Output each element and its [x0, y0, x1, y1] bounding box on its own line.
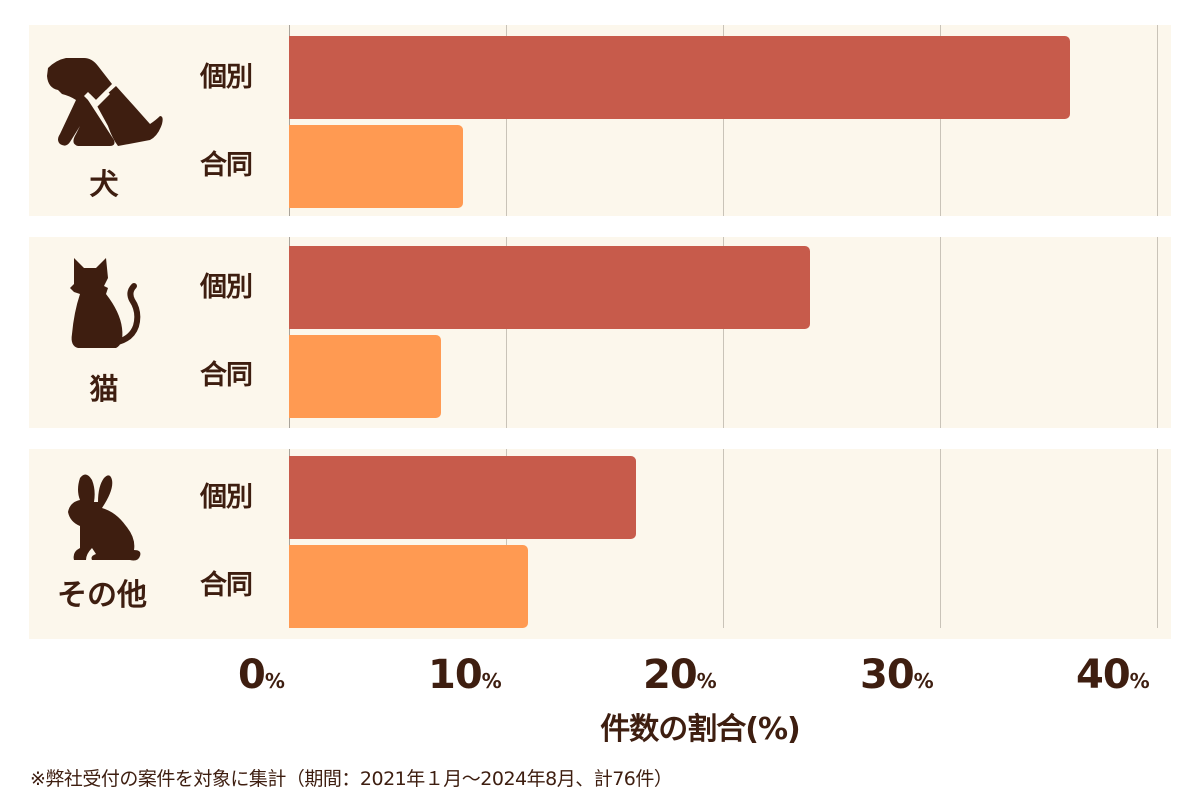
- tick-unit: %: [913, 669, 934, 693]
- x-tick-30: 30%: [860, 650, 934, 706]
- series-label-other-individual: 個別: [200, 482, 253, 513]
- x-tick-0: 0%: [238, 650, 285, 706]
- bar-other-individual: [289, 456, 637, 539]
- bar-dog-individual: [289, 36, 1071, 119]
- tick-number: 10: [428, 652, 483, 698]
- bar-cat-individual: [289, 246, 810, 329]
- cat-icon: [70, 258, 141, 348]
- dog-icon: [47, 58, 163, 146]
- series-label-cat-joint: 合同: [200, 360, 253, 391]
- category-label-cat: 猫: [89, 372, 119, 406]
- series-label-dog-individual: 個別: [200, 62, 253, 93]
- category-label-dog: 犬: [89, 167, 119, 201]
- rabbit-icon: [68, 474, 141, 561]
- tick-unit: %: [481, 669, 502, 693]
- series-label-other-joint: 合同: [200, 570, 253, 601]
- tick-unit: %: [696, 669, 717, 693]
- x-tick-10: 10%: [428, 650, 502, 706]
- bar-other-joint: [289, 545, 528, 628]
- grid-line-40: [1157, 25, 1158, 216]
- tick-number: 40: [1076, 652, 1131, 698]
- grid-line-0: [289, 237, 290, 428]
- bar-dog-joint: [289, 125, 463, 208]
- x-tick-40: 40%: [1076, 650, 1150, 706]
- tick-number: 0: [238, 652, 266, 698]
- grid-line-40: [1157, 449, 1158, 628]
- series-label-cat-individual: 個別: [200, 272, 253, 303]
- grid-line-0: [289, 25, 290, 216]
- tick-unit: %: [264, 669, 285, 693]
- series-label-dog-joint: 合同: [200, 150, 253, 181]
- grid-line-20: [723, 25, 724, 216]
- grid-line-10: [506, 25, 507, 216]
- grid-line-40: [1157, 237, 1158, 428]
- grid-line-20: [723, 449, 724, 628]
- grid-line-10: [506, 237, 507, 428]
- grid-line-30: [940, 449, 941, 628]
- footnote: ※弊社受付の案件を対象に集計（期間：2021年１月～2024年8月、計76件）: [30, 768, 673, 790]
- bar-cat-joint: [289, 335, 441, 418]
- tick-number: 20: [643, 652, 698, 698]
- tick-number: 30: [860, 652, 915, 698]
- grid-line-20: [723, 237, 724, 428]
- category-label-other: その他: [57, 578, 147, 613]
- grid-line-30: [940, 237, 941, 428]
- tick-unit: %: [1129, 669, 1150, 693]
- x-tick-20: 20%: [643, 650, 717, 706]
- grid-line-30: [940, 25, 941, 216]
- x-axis-label: 件数の割合(%): [600, 712, 800, 747]
